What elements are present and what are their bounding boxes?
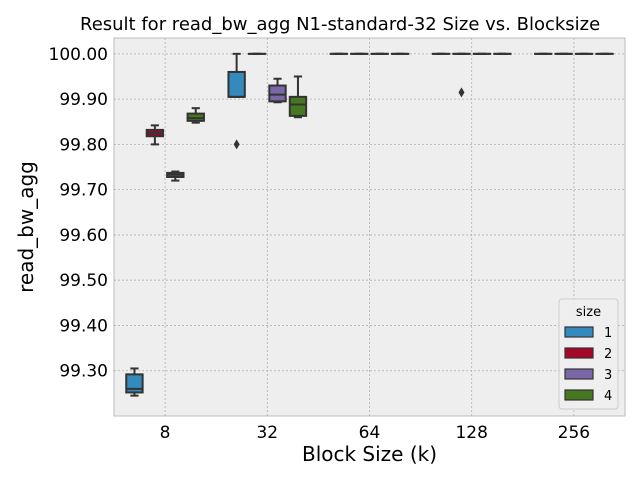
- y-tick-label: 99.40: [59, 316, 108, 336]
- x-tick-label: 32: [256, 423, 278, 443]
- box-2-8: [145, 124, 165, 146]
- gridlines: [114, 38, 625, 416]
- x-tick-label: 256: [558, 423, 590, 443]
- y-axis: 99.30 99.40 99.50 99.60 99.70 99.80 99.90 100.0…: [49, 45, 108, 382]
- legend-swatch: [564, 326, 594, 338]
- x-axis: 8 32 64 128 256: [160, 423, 590, 443]
- legend-label: 4: [604, 389, 612, 404]
- x-axis-label: Block Size (k): [302, 442, 437, 466]
- box-series: [125, 52, 614, 397]
- legend-label: 3: [604, 368, 612, 383]
- x-tick-label: 64: [359, 423, 381, 443]
- y-tick-label: 100.00: [49, 45, 108, 65]
- legend-label: 1: [604, 326, 612, 341]
- legend-swatch: [564, 368, 594, 380]
- outlier-point: [458, 87, 465, 98]
- x-tick-label: 128: [455, 423, 487, 443]
- y-tick-label: 99.70: [59, 181, 108, 201]
- y-tick-label: 99.50: [59, 271, 108, 291]
- box-2-128: [452, 52, 471, 98]
- x-tick-label: 8: [160, 423, 171, 443]
- legend-swatch: [564, 347, 594, 359]
- box-4-8: [186, 107, 205, 124]
- box-4-32: [288, 75, 308, 119]
- outlier-point: [233, 139, 240, 150]
- legend-label: 2: [604, 347, 612, 362]
- chart-title: Result for read_bw_agg N1-standard-32 Si…: [80, 14, 600, 35]
- y-tick-label: 99.60: [59, 226, 108, 246]
- y-tick-label: 99.80: [59, 135, 108, 155]
- legend-swatch: [564, 389, 594, 401]
- box-3-32: [268, 77, 287, 104]
- y-tick-label: 99.30: [59, 362, 108, 382]
- box-1-32: [227, 52, 246, 150]
- box-body: [288, 95, 308, 117]
- box-body: [268, 84, 287, 103]
- box-3-8: [166, 170, 185, 182]
- box-body: [227, 70, 246, 98]
- legend-title: size: [576, 305, 601, 320]
- y-tick-label: 99.90: [59, 90, 108, 110]
- y-axis-label: read_bw_agg: [14, 161, 38, 293]
- box-1-8: [125, 367, 144, 397]
